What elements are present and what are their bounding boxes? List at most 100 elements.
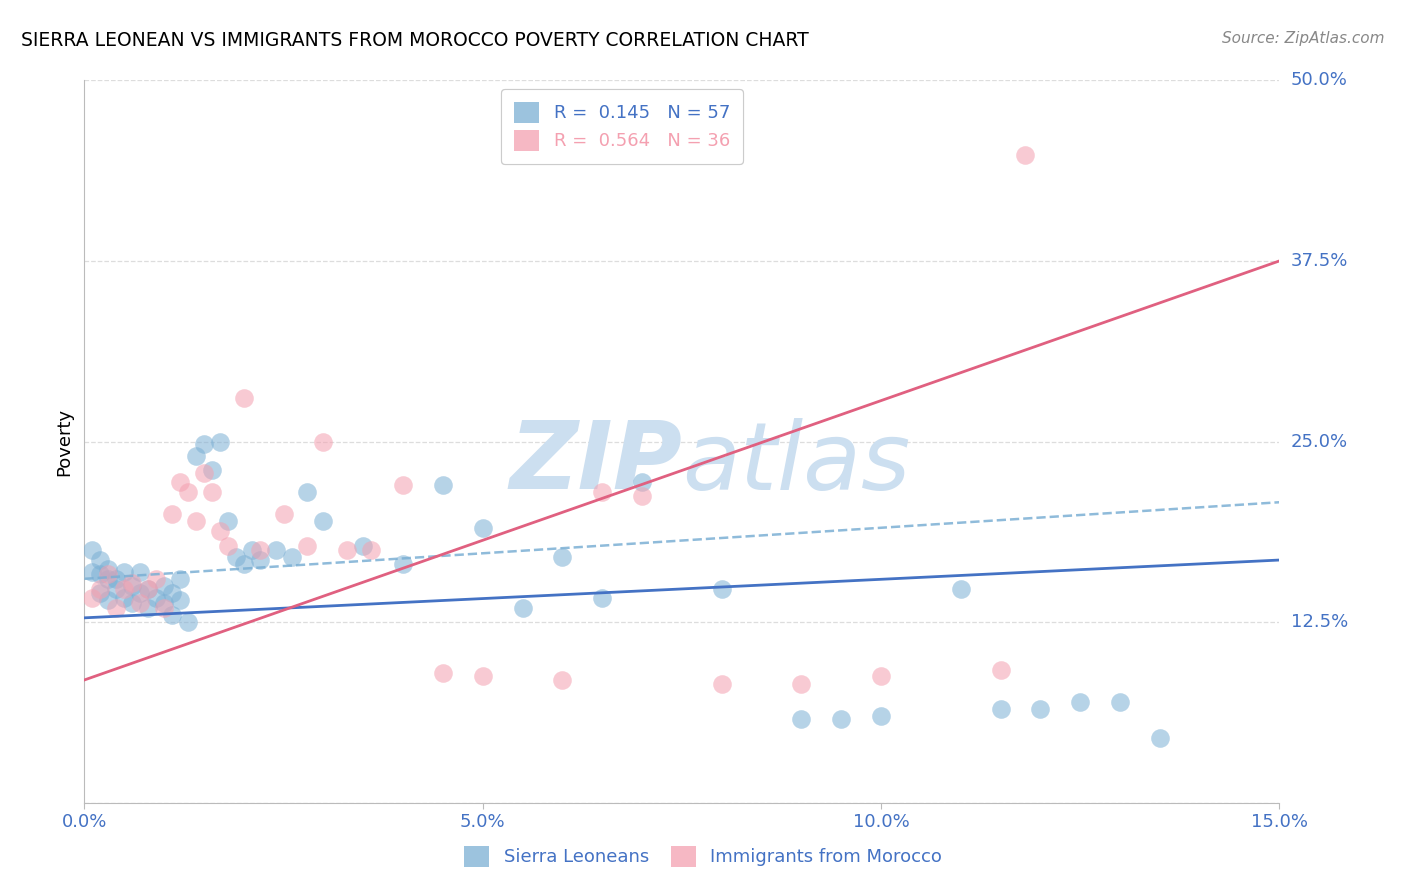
- Point: [512, 600, 534, 615]
- Point: [208, 434, 231, 449]
- Point: [990, 663, 1012, 677]
- Point: [105, 582, 128, 596]
- Point: [193, 467, 215, 481]
- Point: [551, 550, 574, 565]
- Point: [1069, 695, 1091, 709]
- Point: [830, 712, 852, 726]
- Point: [136, 582, 159, 596]
- Point: [217, 539, 239, 553]
- Point: [112, 565, 135, 579]
- Point: [112, 591, 135, 605]
- Text: SIERRA LEONEAN VS IMMIGRANTS FROM MOROCCO POVERTY CORRELATION CHART: SIERRA LEONEAN VS IMMIGRANTS FROM MOROCC…: [21, 31, 808, 50]
- Point: [551, 673, 574, 687]
- Point: [949, 582, 972, 596]
- Point: [208, 524, 231, 538]
- Point: [232, 391, 254, 405]
- Point: [710, 582, 733, 596]
- Point: [710, 677, 733, 691]
- Point: [631, 475, 654, 489]
- Text: 12.5%: 12.5%: [1291, 613, 1348, 632]
- Point: [297, 485, 319, 500]
- Point: [121, 576, 143, 591]
- Point: [184, 449, 207, 463]
- Point: [193, 437, 215, 451]
- Point: [82, 591, 104, 605]
- Point: [790, 677, 813, 691]
- Legend: Sierra Leoneans, Immigrants from Morocco: Sierra Leoneans, Immigrants from Morocco: [457, 838, 949, 874]
- Point: [97, 567, 120, 582]
- Point: [870, 668, 893, 682]
- Point: [129, 586, 152, 600]
- Point: [264, 542, 287, 557]
- Text: 25.0%: 25.0%: [1291, 433, 1348, 450]
- Point: [273, 507, 295, 521]
- Point: [631, 490, 654, 504]
- Point: [990, 702, 1012, 716]
- Point: [312, 434, 335, 449]
- Point: [591, 591, 613, 605]
- Point: [471, 668, 494, 682]
- Point: [352, 539, 374, 553]
- Point: [136, 582, 159, 596]
- Point: [870, 709, 893, 723]
- Text: ZIP: ZIP: [509, 417, 682, 509]
- Point: [1149, 731, 1171, 745]
- Point: [82, 542, 104, 557]
- Point: [297, 539, 319, 553]
- Point: [591, 485, 613, 500]
- Point: [89, 567, 111, 582]
- Point: [89, 582, 111, 596]
- Point: [153, 579, 176, 593]
- Point: [177, 485, 200, 500]
- Point: [1014, 148, 1036, 162]
- Point: [790, 712, 813, 726]
- Point: [1109, 695, 1132, 709]
- Point: [145, 591, 167, 605]
- Point: [97, 593, 120, 607]
- Point: [160, 507, 183, 521]
- Point: [232, 558, 254, 572]
- Point: [392, 478, 415, 492]
- Point: [184, 514, 207, 528]
- Point: [160, 586, 183, 600]
- Point: [360, 542, 382, 557]
- Point: [153, 600, 176, 615]
- Point: [89, 586, 111, 600]
- Text: 37.5%: 37.5%: [1291, 252, 1348, 270]
- Point: [471, 521, 494, 535]
- Point: [97, 572, 120, 586]
- Text: Source: ZipAtlas.com: Source: ZipAtlas.com: [1222, 31, 1385, 46]
- Point: [336, 542, 359, 557]
- Text: 50.0%: 50.0%: [1291, 71, 1347, 89]
- Y-axis label: Poverty: Poverty: [55, 408, 73, 475]
- Point: [201, 463, 224, 477]
- Point: [169, 572, 191, 586]
- Point: [153, 596, 176, 610]
- Point: [312, 514, 335, 528]
- Point: [177, 615, 200, 630]
- Point: [217, 514, 239, 528]
- Point: [392, 558, 415, 572]
- Point: [129, 596, 152, 610]
- Point: [121, 579, 143, 593]
- Point: [169, 593, 191, 607]
- Point: [432, 665, 454, 680]
- Point: [432, 478, 454, 492]
- Point: [145, 572, 167, 586]
- Legend: R =  0.145   N = 57, R =  0.564   N = 36: R = 0.145 N = 57, R = 0.564 N = 36: [502, 89, 742, 163]
- Point: [121, 596, 143, 610]
- Point: [136, 600, 159, 615]
- Point: [97, 562, 120, 576]
- Point: [82, 565, 104, 579]
- Point: [1029, 702, 1052, 716]
- Point: [160, 607, 183, 622]
- Point: [105, 572, 128, 586]
- Text: atlas: atlas: [682, 417, 910, 508]
- Point: [280, 550, 302, 565]
- Point: [129, 565, 152, 579]
- Point: [201, 485, 224, 500]
- Point: [112, 582, 135, 596]
- Point: [105, 600, 128, 615]
- Point: [249, 553, 271, 567]
- Point: [249, 542, 271, 557]
